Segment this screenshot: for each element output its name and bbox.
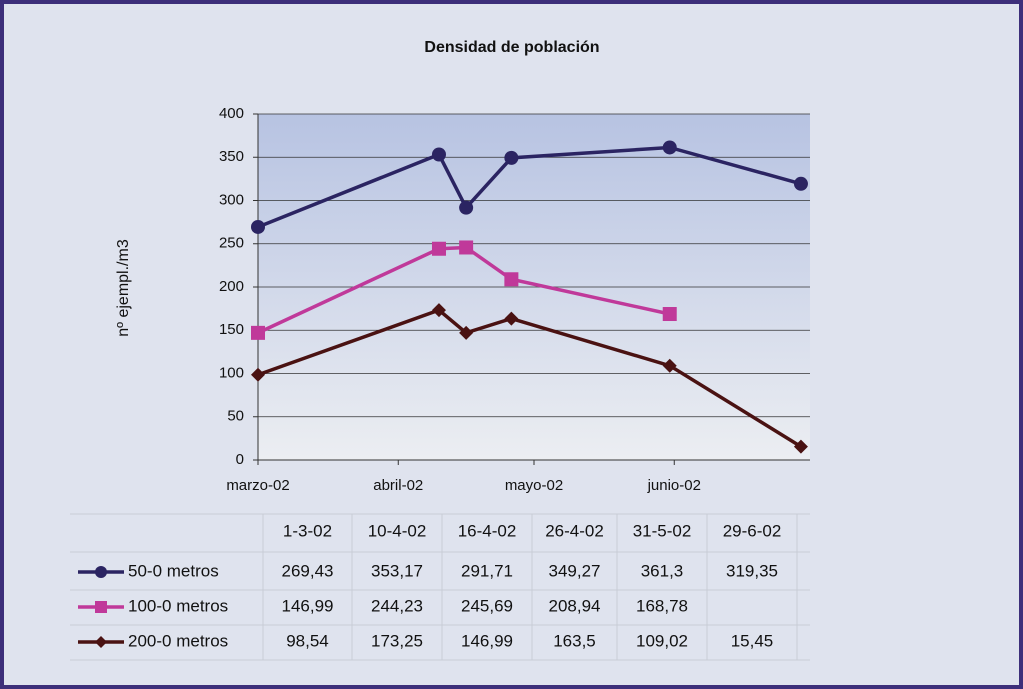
table-header: 29-6-02 [723, 521, 782, 540]
marker [504, 150, 519, 165]
marker [431, 303, 446, 318]
marker [793, 176, 808, 191]
legend-label: 50-0 metros [128, 561, 219, 580]
marker [431, 147, 446, 162]
y-tick-label: 350 [219, 148, 244, 165]
chart-title: Densidad de población [424, 39, 599, 56]
marker [459, 240, 474, 255]
y-tick-label: 100 [219, 364, 244, 381]
table-header: 31-5-02 [633, 521, 692, 540]
table-value: 353,17 [371, 561, 423, 580]
table-value: 349,27 [549, 561, 601, 580]
marker [793, 439, 808, 454]
marker [662, 140, 677, 155]
marker [662, 358, 677, 373]
table-value: 319,35 [726, 561, 778, 580]
series-line [257, 145, 802, 229]
marker [459, 325, 474, 340]
y-axis-label: nº ejempl./m3 [115, 239, 132, 337]
table-header: 10-4-02 [368, 521, 427, 540]
marker [251, 367, 265, 382]
table-value: 208,94 [549, 596, 601, 615]
table-value: 146,99 [461, 631, 513, 650]
y-tick-label: 50 [227, 408, 244, 425]
table-value: 163,5 [553, 631, 596, 650]
table-value: 269,43 [282, 561, 334, 580]
marker [504, 311, 519, 326]
y-tick-label: 0 [236, 451, 244, 468]
table-value: 173,25 [371, 631, 423, 650]
x-tick-label: marzo-02 [226, 477, 289, 494]
table-value: 98,54 [286, 631, 329, 650]
marker [459, 200, 474, 215]
y-tick-label: 150 [219, 321, 244, 338]
y-tick-label: 250 [219, 235, 244, 252]
legend-label: 100-0 metros [128, 596, 228, 615]
x-tick-label: mayo-02 [505, 477, 563, 494]
table-value: 15,45 [731, 631, 774, 650]
y-tick-label: 300 [219, 191, 244, 208]
table-value: 361,3 [641, 561, 684, 580]
table-value: 109,02 [636, 631, 688, 650]
y-tick-label: 200 [219, 278, 244, 295]
legend-marker [95, 636, 107, 648]
table-value: 291,71 [461, 561, 513, 580]
table-value: 168,78 [636, 596, 688, 615]
legend-label: 200-0 metros [128, 631, 228, 650]
marker [251, 219, 265, 234]
table-header: 16-4-02 [458, 521, 517, 540]
y-tick-label: 400 [219, 105, 244, 122]
table-header: 1-3-02 [283, 521, 332, 540]
table-value: 245,69 [461, 596, 513, 615]
marker [504, 272, 519, 287]
marker [251, 325, 265, 340]
table-value: 244,23 [371, 596, 423, 615]
legend-marker [95, 601, 107, 613]
marker [431, 241, 446, 256]
marker [662, 307, 677, 322]
legend-marker [95, 566, 107, 578]
x-tick-label: junio-02 [647, 477, 701, 494]
table-header: 26-4-02 [545, 521, 604, 540]
x-tick-label: abril-02 [373, 477, 423, 494]
series-line [257, 308, 802, 449]
table-value: 146,99 [282, 596, 334, 615]
